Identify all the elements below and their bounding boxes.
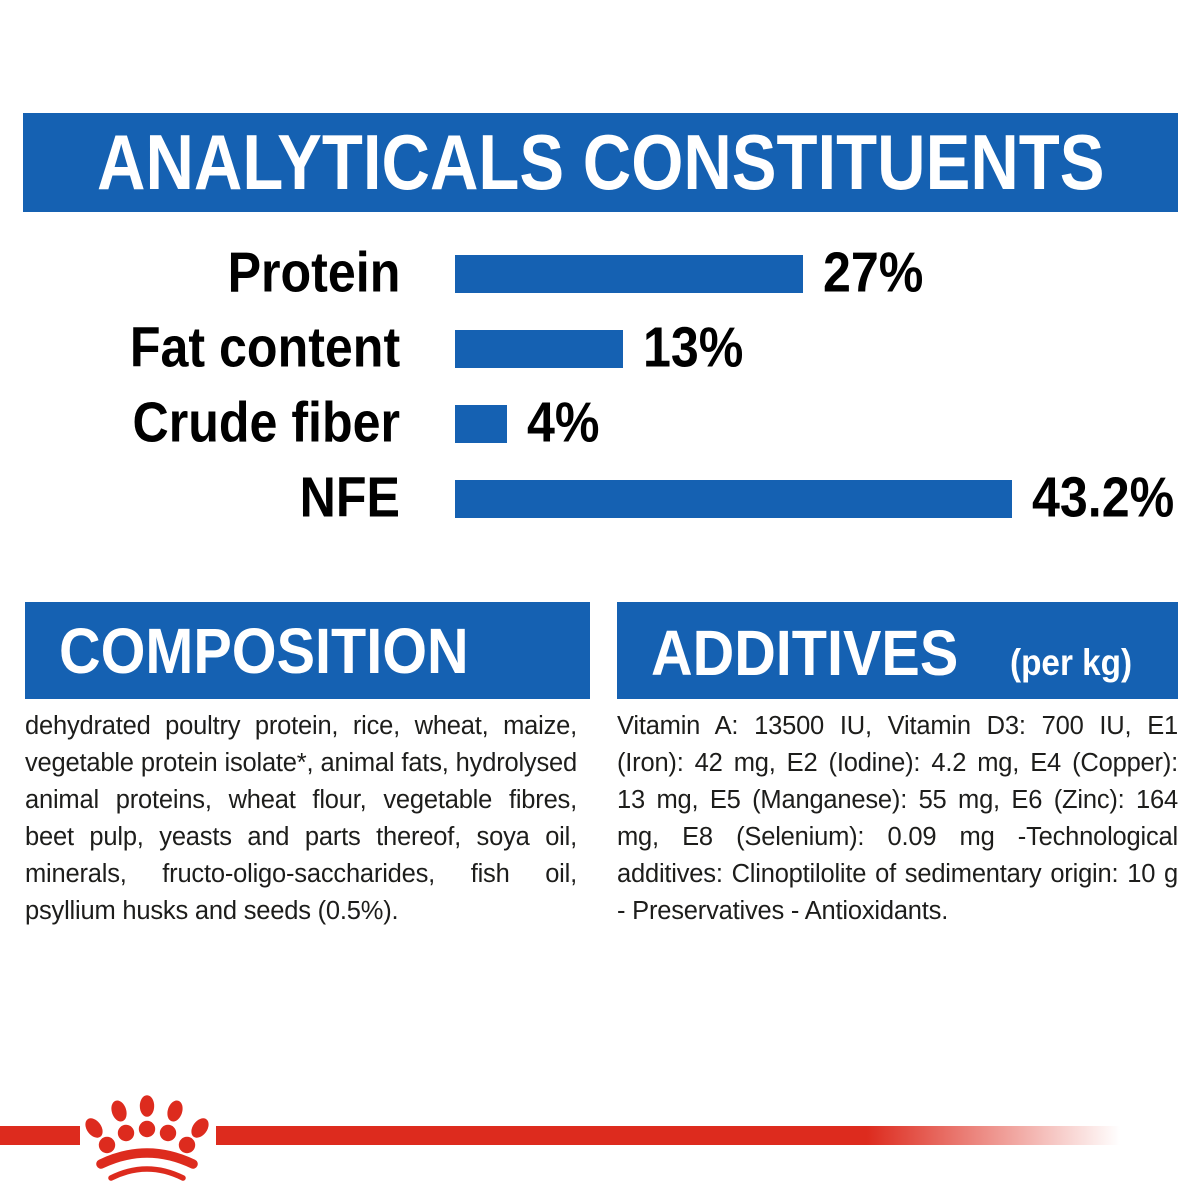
chart-value-label: 27% (823, 240, 924, 305)
composition-title: COMPOSITION (59, 614, 469, 687)
chart-row: Crude fiber 4% (0, 386, 1200, 461)
chart-bar (455, 479, 1012, 518)
chart-category-label: Crude fiber (132, 390, 400, 455)
chart-bar (455, 254, 803, 293)
analytical-constituents-title: ANALYTICALS CONSTITUENTS (96, 118, 1105, 206)
analytical-constituents-banner: ANALYTICALS CONSTITUENTS (23, 113, 1178, 212)
additives-unit-note: (per kg) (1010, 642, 1133, 683)
chart-bar (455, 404, 507, 443)
chart-bar (455, 329, 623, 368)
chart-category-label: NFE (299, 465, 400, 530)
chart-value-label: 13% (643, 315, 744, 380)
brand-red-line-left (0, 1126, 80, 1145)
chart-row: Fat content 13% (0, 311, 1200, 386)
brand-red-line-right (216, 1126, 1120, 1145)
additives-banner: ADDITIVES (per kg) (617, 602, 1178, 699)
chart-category-label: Fat content (129, 315, 400, 380)
composition-text: dehydrated poultry protein, rice, wheat,… (25, 712, 577, 925)
composition-banner: COMPOSITION (25, 602, 590, 699)
chart-category-label: Protein (227, 240, 400, 305)
analytical-chart: Protein 27% Fat content 13% Crude fiber 4% NFE… (0, 236, 1200, 536)
chart-value-label: 43.2% (1032, 465, 1175, 530)
royal-canin-crown-icon (80, 1094, 214, 1188)
additives-text: Vitamin A: 13500 IU, Vitamin D3: 700 IU,… (617, 712, 1178, 925)
chart-row: NFE 43.2% (0, 461, 1200, 536)
additives-title: ADDITIVES (651, 617, 959, 689)
chart-row: Protein 27% (0, 236, 1200, 311)
chart-value-label: 4% (527, 390, 600, 455)
